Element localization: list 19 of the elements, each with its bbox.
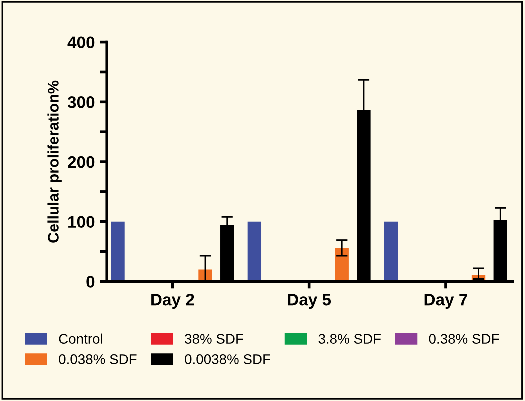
- y-tick-label: 100: [68, 216, 95, 228]
- y-tick-label: 300: [68, 96, 95, 108]
- bar: [335, 248, 349, 282]
- bar: [384, 222, 398, 282]
- x-tick-label: Day 2: [152, 294, 194, 310]
- x-tick-label: Day 5: [288, 294, 332, 310]
- y-tick-label: 400: [68, 36, 95, 49]
- y-tick-label: 200: [68, 156, 95, 168]
- legend-label: 0.038% SDF: [59, 354, 137, 364]
- legend-label: Control: [59, 334, 102, 344]
- y-tick-label: 0: [86, 276, 95, 288]
- legend-label: 0.38% SDF: [429, 334, 500, 344]
- legend-label: 38% SDF: [185, 334, 244, 344]
- y-axis-title: Cellular proliferation%: [48, 80, 62, 243]
- bar: [248, 222, 262, 282]
- legend-label: 3.8% SDF: [318, 334, 381, 344]
- legend-label: 0.0038% SDF: [185, 354, 270, 364]
- bar: [111, 222, 125, 282]
- x-tick-label: Day 7: [424, 294, 468, 310]
